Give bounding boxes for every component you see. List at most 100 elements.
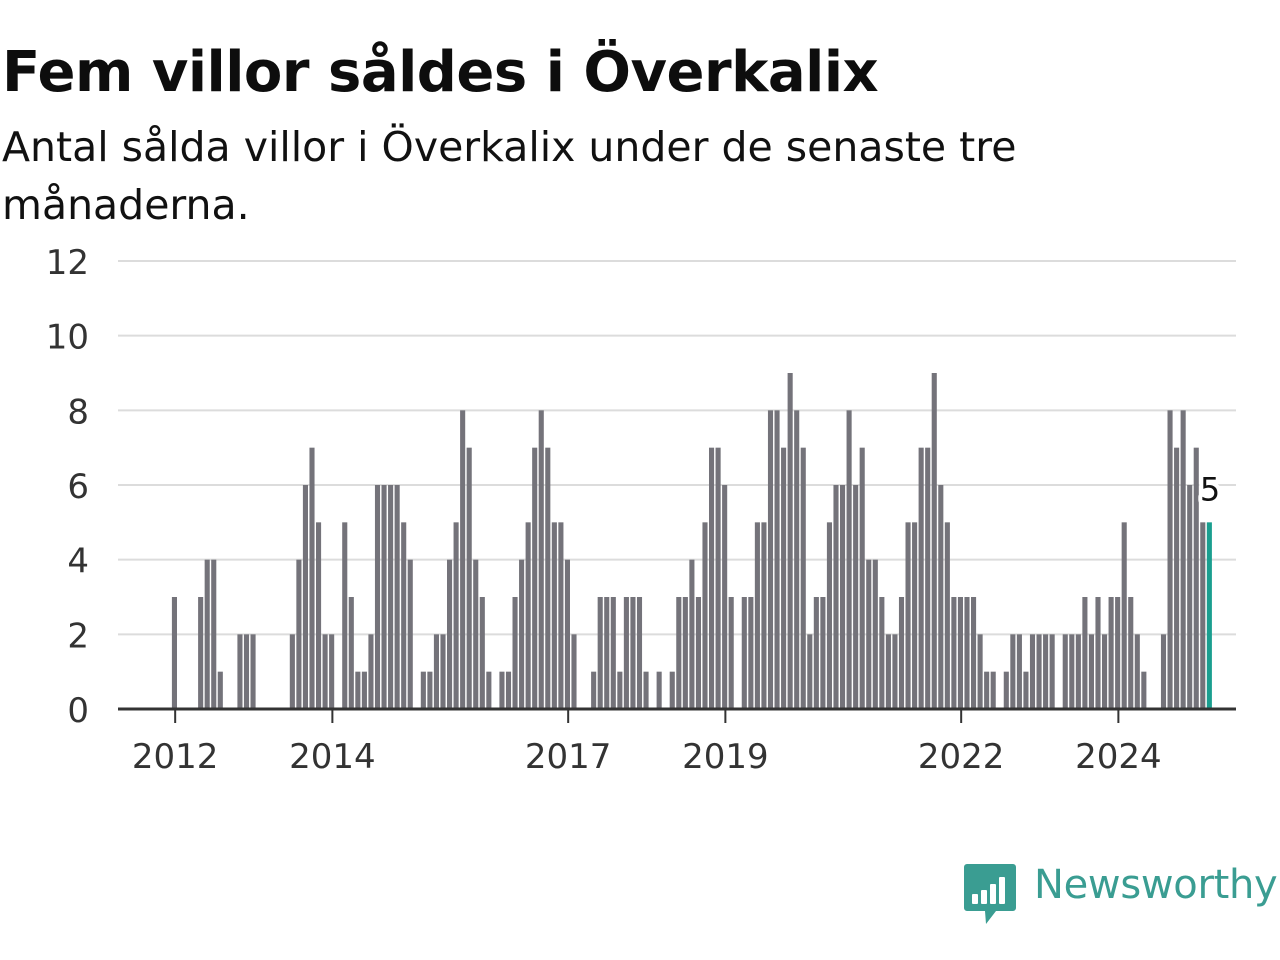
bar	[1128, 597, 1134, 709]
annotations: 5	[1196, 466, 1224, 512]
bar	[820, 597, 826, 709]
y-tick-label: 2	[67, 616, 89, 656]
bar	[374, 485, 381, 709]
bar	[512, 597, 518, 709]
x-axis	[118, 707, 1236, 723]
x-tick-label: 2022	[918, 737, 1005, 777]
bar	[643, 671, 649, 709]
bar	[872, 559, 878, 709]
bar	[866, 559, 872, 709]
bar	[728, 597, 734, 709]
bar	[885, 634, 891, 709]
bar	[1023, 671, 1029, 709]
bar	[1200, 522, 1206, 709]
newsworthy-logo-icon	[964, 864, 1016, 924]
bar	[984, 671, 990, 709]
bar	[853, 485, 859, 709]
bar	[787, 373, 793, 709]
bar	[342, 522, 348, 709]
bar	[636, 597, 643, 709]
x-tick-label: 2024	[1075, 737, 1162, 777]
bar	[964, 597, 970, 709]
bar	[1010, 634, 1016, 709]
bar	[1115, 597, 1121, 709]
bar	[1069, 634, 1075, 709]
bar	[1167, 410, 1173, 709]
bar	[388, 485, 394, 709]
bar	[892, 634, 898, 709]
bar	[971, 597, 977, 709]
bar	[715, 447, 721, 709]
bar	[401, 522, 407, 709]
bar	[931, 373, 937, 709]
bar	[1043, 634, 1049, 709]
bar	[1082, 597, 1088, 709]
y-tick-label: 10	[46, 318, 89, 358]
bar	[447, 559, 453, 709]
bar	[1121, 522, 1127, 709]
bar	[460, 410, 466, 709]
bar	[519, 559, 525, 709]
bar-highlight	[1206, 522, 1212, 709]
bar	[433, 634, 439, 709]
bar	[1174, 447, 1180, 709]
bar	[1102, 634, 1108, 709]
bar	[591, 671, 597, 709]
bar	[1036, 634, 1042, 709]
bar	[938, 485, 944, 709]
bar	[1180, 410, 1186, 709]
bar	[237, 634, 243, 709]
bar	[912, 522, 918, 709]
bar	[1187, 485, 1193, 709]
bar	[990, 671, 996, 709]
chart-title: Fem villor såldes i Överkalix	[2, 40, 879, 105]
bar	[525, 522, 531, 709]
bar	[302, 485, 308, 709]
bar	[368, 634, 374, 709]
bar	[558, 522, 564, 709]
bar	[709, 447, 715, 709]
bar	[545, 447, 551, 709]
bar	[617, 671, 623, 709]
y-tick-label: 4	[67, 542, 89, 582]
bar	[826, 522, 832, 709]
bar	[381, 485, 387, 709]
bar	[610, 597, 616, 709]
bar	[1160, 634, 1167, 709]
bar	[466, 447, 472, 709]
bar	[689, 559, 695, 709]
bar	[807, 634, 813, 709]
x-tick-label: 2017	[525, 737, 612, 777]
bar	[440, 634, 446, 709]
bar	[309, 447, 315, 709]
bar	[859, 447, 865, 709]
bar	[879, 597, 885, 709]
bar	[211, 559, 217, 709]
bar	[774, 410, 780, 709]
bar	[1016, 634, 1022, 709]
bar	[925, 447, 931, 709]
bar	[833, 485, 839, 709]
bar	[918, 447, 924, 709]
x-axis-tick-labels: 2012 2014 2017 2019 2022 2024	[132, 737, 1162, 777]
highlight-data-label: 5	[1200, 470, 1220, 508]
bar	[951, 597, 957, 709]
bar	[420, 671, 426, 709]
bar	[243, 634, 250, 709]
bar	[682, 597, 688, 709]
bar	[767, 410, 774, 709]
bar	[840, 485, 846, 709]
bar	[604, 597, 610, 709]
bar	[473, 559, 479, 709]
bar	[217, 671, 223, 709]
bar	[505, 671, 512, 709]
bar	[977, 634, 983, 709]
y-tick-label: 12	[46, 243, 89, 283]
bar	[453, 522, 459, 709]
bar	[1141, 671, 1147, 709]
x-tick-label: 2014	[289, 737, 376, 777]
bar	[427, 671, 433, 709]
bar	[571, 634, 577, 709]
bar	[538, 410, 544, 709]
